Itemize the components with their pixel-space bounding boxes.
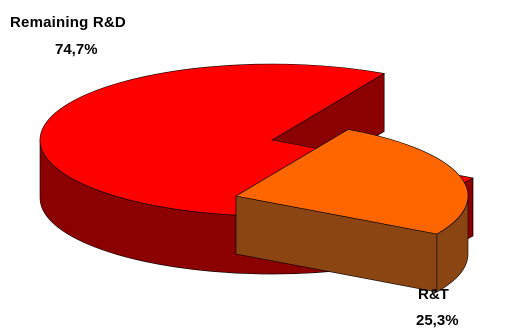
- remaining-rd-percent-label: 74,7%: [55, 41, 98, 58]
- remaining-rd-label: Remaining R&D: [10, 14, 126, 31]
- rt-label: R&T: [418, 286, 449, 303]
- r-t-slice: [235, 129, 469, 235]
- rt-percent-label: 25,3%: [416, 312, 459, 329]
